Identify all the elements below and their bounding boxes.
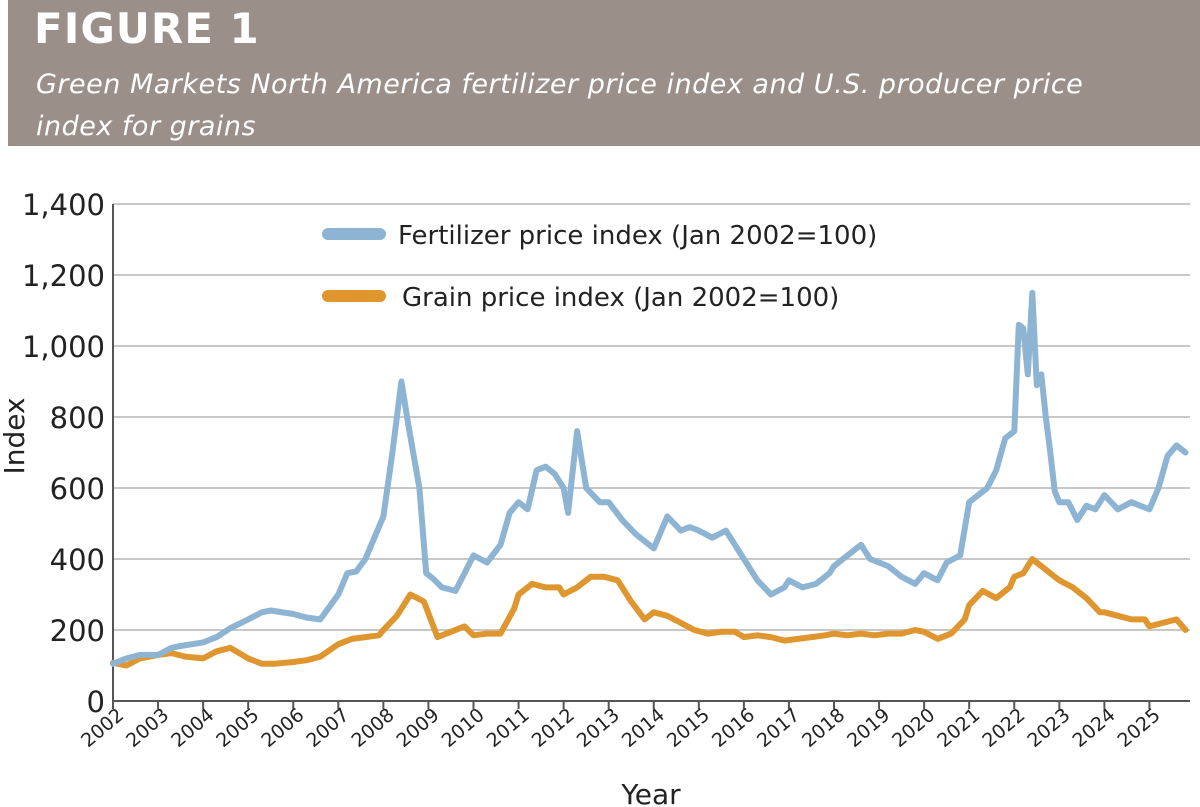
x-axis-ticks: 2002200320042005200620072008200920102011…	[77, 701, 1165, 752]
x-tick-label: 2012	[528, 704, 579, 752]
legend-label: Fertilizer price index (Jan 2002=100)	[398, 221, 877, 251]
grain-series-line	[110, 556, 1189, 669]
x-tick-label: 2023	[1023, 704, 1074, 752]
y-axis-ticks: 0 200 400 600 800 1,000 1,200 1,400	[22, 188, 105, 719]
x-tick-label: 2024	[1068, 704, 1119, 752]
x-tick-label: 2008	[347, 704, 398, 752]
x-tick-label: 2010	[438, 704, 489, 752]
y-tick-label: 1,000	[22, 330, 105, 364]
x-tick-label: 2007	[302, 704, 353, 752]
legend: Fertilizer price index (Jan 2002=100) Gra…	[322, 221, 877, 313]
y-tick-label: 600	[50, 472, 105, 506]
x-tick-label: 2005	[212, 704, 263, 752]
x-tick-label: 2022	[978, 704, 1029, 752]
x-tick-label: 2025	[1113, 704, 1164, 752]
legend-label: Grain price index (Jan 2002=100)	[402, 283, 839, 313]
title-banner: FIGURE 1 Green Markets North America fer…	[8, 0, 1200, 146]
x-tick-label: 2009	[392, 704, 443, 752]
x-tick-label: 2019	[843, 704, 894, 752]
x-tick-label: 2018	[798, 704, 849, 752]
series-lines	[110, 289, 1189, 669]
y-axis-title: Index	[0, 397, 31, 474]
y-tick-label: 400	[50, 543, 105, 577]
x-tick-label: 2015	[663, 704, 714, 752]
chart-subtitle: Green Markets North America fertilizer p…	[36, 69, 1084, 142]
fertilizer-series-line	[110, 289, 1189, 667]
x-tick-label: 2004	[167, 704, 218, 752]
y-tick-label: 800	[50, 401, 105, 435]
x-axis-title: Year	[620, 778, 681, 807]
y-tick-label: 0	[87, 685, 105, 719]
x-tick-label: 2013	[573, 704, 624, 752]
x-tick-label: 2021	[933, 704, 984, 752]
x-tick-label: 2014	[618, 704, 669, 752]
y-tick-label: 1,200	[22, 259, 105, 293]
x-tick-label: 2017	[753, 704, 804, 752]
y-tick-label: 200	[50, 614, 105, 648]
x-tick-label: 2011	[483, 704, 534, 752]
y-tick-label: 1,400	[22, 188, 105, 222]
x-tick-label: 2006	[257, 704, 308, 752]
x-tick-label: 2003	[122, 704, 173, 752]
line-chart: 0 200 400 600 800 1,000 1,200 1,400 20022003200…	[0, 188, 1190, 807]
x-tick-label: 2020	[888, 704, 939, 752]
figure-label: FIGURE 1	[34, 4, 260, 53]
x-tick-label: 2016	[708, 704, 759, 752]
grid-lines	[113, 203, 1190, 631]
